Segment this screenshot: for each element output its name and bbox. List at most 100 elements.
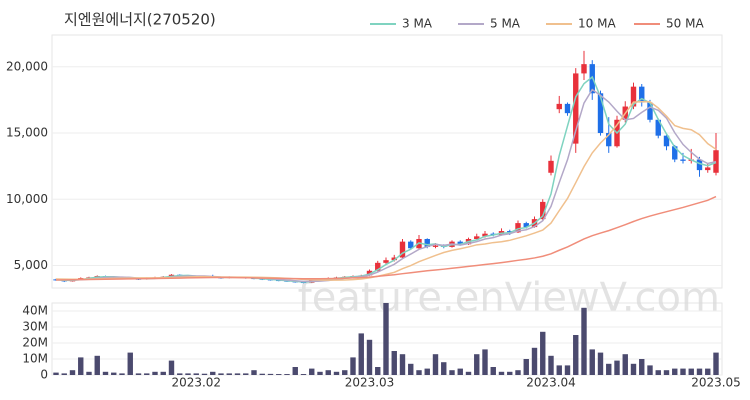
volume-tick-label: 20M [22, 336, 48, 350]
candle-body [515, 223, 521, 233]
watermark: feature.enViewV.com [298, 275, 720, 321]
candle-body [391, 257, 397, 261]
volume-bar [622, 354, 628, 375]
volume-bar [342, 370, 348, 375]
volume-bar [86, 371, 92, 375]
volume-bar [193, 373, 199, 375]
volume-bar [597, 352, 604, 375]
volume-bar [78, 357, 84, 375]
volume-bar [655, 370, 661, 375]
volume-bar [408, 363, 414, 375]
volume-bar [102, 371, 109, 375]
volume-bar [383, 303, 389, 375]
candle-body [564, 103, 571, 114]
volume-bar [441, 362, 447, 375]
volume-bar [375, 367, 381, 375]
volume-bar [350, 357, 356, 375]
volume-bar [201, 373, 208, 375]
volume-tick-label: 10M [22, 352, 48, 366]
candle-body [581, 64, 587, 74]
volume-bar [449, 370, 455, 375]
volume-bar [696, 368, 703, 375]
candle-body [606, 133, 612, 147]
volume-bar [630, 363, 637, 375]
volume-bar [218, 373, 224, 375]
volume-bar [366, 339, 373, 375]
candle-body [548, 160, 554, 173]
volume-bar [482, 349, 488, 375]
price-panel [51, 34, 723, 289]
x-tick-label: 2023.05 [691, 376, 741, 390]
volume-bar [333, 371, 340, 375]
candle-body [713, 150, 719, 173]
ma-line [55, 195, 717, 281]
volume-bar [457, 368, 463, 375]
volume-bar [259, 373, 265, 375]
candle-body [523, 223, 529, 228]
volume-bar [135, 373, 142, 375]
legend-label: 3 MA [402, 17, 433, 31]
candle-body [573, 73, 579, 144]
volume-bar [185, 373, 191, 375]
candle-body [696, 159, 703, 171]
volume-tick-label: 0 [40, 368, 48, 382]
y-tick-label: 20,000 [6, 59, 48, 73]
volume-bar [498, 371, 505, 375]
volume-bar [564, 365, 571, 375]
volume-bar [251, 370, 257, 375]
volume-bar [507, 371, 513, 375]
volume-bar [144, 373, 150, 375]
candle-body [680, 159, 686, 161]
y-tick-label: 10,000 [6, 192, 48, 206]
volume-bar [152, 371, 158, 375]
volume-bar [589, 349, 595, 375]
candle-body [540, 201, 546, 220]
candle-body [482, 233, 488, 237]
volume-bar [523, 359, 529, 375]
volume-bar [119, 373, 125, 375]
candle-body [655, 119, 661, 136]
candle-body [432, 245, 439, 247]
volume-bar [540, 331, 546, 375]
volume-bar [61, 373, 67, 375]
volume-bar [548, 355, 554, 375]
volume-bar [713, 352, 719, 375]
legend-label: 50 MA [666, 17, 704, 31]
x-tick-label: 2023.04 [526, 376, 576, 390]
volume-bar [160, 371, 166, 375]
volume-bar [531, 347, 538, 375]
volume-bar [111, 372, 117, 375]
volume-bar [53, 372, 59, 375]
legend-label: 10 MA [578, 17, 616, 31]
volume-bar [663, 370, 670, 375]
volume-bar [705, 368, 711, 375]
volume-bar [325, 370, 331, 375]
volume-bar [474, 354, 480, 375]
volume-bar [432, 354, 439, 375]
volume-bar [416, 370, 422, 375]
volume-bar [309, 368, 315, 375]
volume-bar [614, 360, 620, 375]
volume-bar [581, 307, 587, 375]
candle-body [424, 238, 430, 247]
candle-body [672, 146, 678, 160]
x-tick-label: 2023.02 [171, 376, 221, 390]
volume-bar [391, 351, 397, 375]
volume-bar [465, 371, 472, 375]
volume-bar [647, 365, 653, 375]
volume-bar [424, 368, 430, 375]
volume-bar [515, 370, 521, 375]
candle-body [383, 260, 389, 263]
volume-bar [94, 355, 100, 375]
volume-bar [639, 359, 645, 375]
y-tick-label: 15,000 [6, 126, 48, 140]
y-tick-label: 5,000 [14, 258, 48, 272]
x-tick-label: 2023.03 [345, 376, 395, 390]
volume-bar [276, 374, 282, 375]
volume-bar [490, 367, 496, 375]
volume-bar [688, 368, 694, 375]
volume-bar [177, 373, 183, 375]
legend-label: 5 MA [490, 17, 521, 31]
volume-tick-label: 30M [22, 320, 48, 334]
chart-title: 지엔원에너지(270520) [64, 11, 216, 29]
